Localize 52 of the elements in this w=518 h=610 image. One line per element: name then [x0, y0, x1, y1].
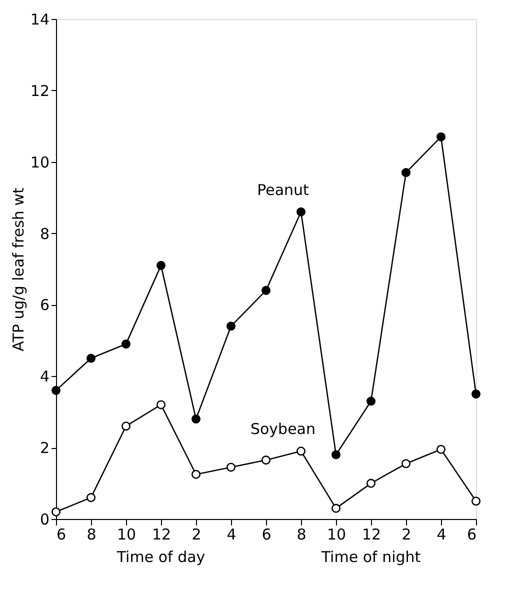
point: [121, 422, 131, 431]
y-axis-title: ATP ug/g leaf fresh wt: [9, 188, 28, 352]
point: [191, 470, 201, 479]
x-tick-label: 8: [86, 526, 96, 544]
x-tick-label: 6: [56, 526, 66, 544]
x-tick-label: 12: [152, 526, 172, 544]
y-tick-label: 10: [30, 153, 50, 172]
x-tick-label: 6: [262, 526, 272, 544]
point: [296, 446, 306, 456]
point: [51, 386, 61, 395]
x-tick-label: 4: [436, 526, 446, 544]
y-tick-label: 2: [40, 439, 50, 458]
y-tick-label: 4: [40, 368, 50, 386]
point: [471, 496, 481, 506]
x-tick-label: 6: [466, 526, 476, 544]
x-tick-label: 4: [226, 526, 236, 544]
point: [226, 462, 236, 472]
point: [296, 207, 306, 216]
series-label: Soybean: [250, 420, 316, 438]
x-tick-label: 10: [326, 526, 346, 544]
point: [121, 339, 131, 349]
point: [401, 168, 411, 178]
y-tick-label: 14: [30, 10, 50, 28]
y-tick-label: 0: [40, 510, 50, 528]
point: [331, 504, 341, 513]
text: Time of day: [116, 548, 206, 566]
point: [51, 507, 61, 516]
x-tick-label: 10: [116, 526, 136, 544]
point: [471, 389, 481, 399]
x-tick-label: 2: [192, 526, 202, 544]
point: [226, 322, 236, 331]
y-tick-label: 12: [30, 82, 50, 100]
point: [331, 450, 341, 460]
point: [436, 444, 446, 454]
series-label: Peanut: [257, 180, 310, 199]
point: [191, 414, 201, 424]
y-tick-label: 8: [40, 224, 50, 243]
x-tick-label: 12: [362, 526, 382, 544]
point: [156, 400, 166, 410]
text: Time of night: [320, 548, 421, 566]
point: [86, 354, 96, 363]
y-tick-label: 6: [40, 296, 50, 314]
point: [436, 132, 446, 142]
point: [401, 459, 411, 468]
point: [86, 493, 96, 502]
point: [366, 396, 376, 406]
point: [366, 478, 376, 488]
point: [261, 286, 271, 295]
x-tick-label: 8: [296, 526, 306, 544]
point: [156, 260, 166, 270]
x-tick-label: 2: [402, 526, 412, 544]
point: [261, 456, 271, 465]
